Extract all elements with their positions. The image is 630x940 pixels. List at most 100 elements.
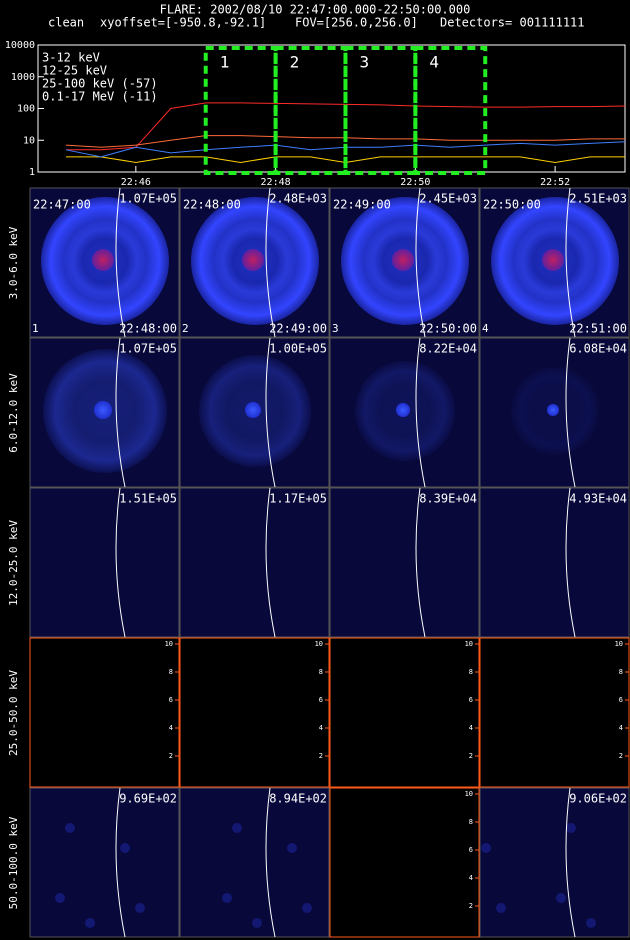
interval-start: 22:47:00 (33, 198, 91, 212)
axis-tick-label: 4 (319, 724, 323, 732)
solar-limb (415, 487, 426, 638)
peak-value: 2.45E+03 (419, 192, 477, 206)
time-box (203, 46, 278, 175)
image-panel: 8.94E+02 (179, 787, 330, 938)
noise-spot (120, 843, 130, 853)
peak-value: 8.94E+02 (269, 792, 327, 806)
solar-limb (265, 187, 276, 338)
solar-limb (565, 187, 576, 338)
solar-limb (265, 337, 276, 488)
time-box-label: 4 (429, 53, 439, 72)
solar-limb (115, 787, 126, 938)
image-panel: 1.17E+05 (179, 487, 330, 638)
peak-value: 1.51E+05 (119, 492, 177, 506)
axis-tick-label: 10 (315, 640, 323, 648)
image-panel: 6.08E+04 (479, 337, 630, 488)
image-panel: 1.07E+05 (29, 337, 180, 488)
blank-panel (479, 637, 630, 788)
y-tick-label: 1000 (11, 72, 35, 83)
band-label: 50.0-100.0 keV (7, 816, 20, 909)
time-box (413, 46, 488, 175)
interval-index: 2 (182, 322, 189, 335)
time-box (273, 46, 348, 175)
image-panel: 2 4 6 8 10 (329, 787, 480, 938)
peak-value: 8.22E+04 (419, 342, 477, 356)
axis-tick-label: 8 (169, 668, 173, 676)
source-core (94, 401, 112, 419)
blank-panel (29, 637, 180, 788)
axis-tick-label: 6 (319, 696, 323, 704)
noise-spot (496, 903, 506, 913)
noise-spot (85, 918, 95, 928)
image-panel: 2.51E+03 22:50:00 22:51:00 4 (479, 187, 630, 338)
blank-panel (179, 637, 330, 788)
band-label: 25.0-50.0 keV (7, 670, 20, 756)
x-tick-label: 22:48 (261, 177, 291, 188)
axis-tick-label: 2 (469, 902, 473, 910)
peak-value: 2.51E+03 (569, 192, 627, 206)
panel-bg (179, 787, 330, 938)
solar-limb (115, 187, 126, 338)
peak-value: 1.07E+05 (119, 342, 177, 356)
band-label: 12.0-25.0 keV (7, 520, 20, 606)
interval-end: 22:48:00 (119, 322, 177, 336)
xyoffset: xyoffset=[-950.8,-92.1] (100, 16, 266, 30)
noise-spot (222, 893, 232, 903)
peak-value: 1.17E+05 (269, 492, 327, 506)
noise-spot (556, 893, 566, 903)
image-panel: 2 4 6 8 10 (179, 637, 330, 788)
axis-tick-label: 2 (169, 752, 173, 760)
peak-value: 9.06E+02 (569, 792, 627, 806)
source-core (392, 249, 414, 271)
axis-tick-label: 2 (469, 752, 473, 760)
solar-limb (565, 787, 576, 938)
axis-tick-label: 8 (469, 818, 473, 826)
time-box-label: 3 (359, 53, 369, 72)
image-panel: 2.48E+03 22:48:00 22:49:00 2 (179, 187, 330, 338)
axis-tick-label: 4 (169, 724, 173, 732)
legend-entry: 25-100 keV (-57) (42, 77, 158, 91)
y-tick-label: 10000 (5, 40, 35, 51)
axis-tick-label: 4 (469, 724, 473, 732)
peak-value: 1.00E+05 (269, 342, 327, 356)
noise-spot (566, 823, 576, 833)
legend-entry: 0.1-17 MeV (-11) (42, 90, 158, 104)
noise-spot (135, 903, 145, 913)
noise-spot (586, 918, 596, 928)
noise-spot (232, 823, 242, 833)
image-panel: 2.45E+03 22:49:00 22:50:00 3 (329, 187, 480, 338)
interval-index: 3 (332, 322, 339, 335)
axis-tick-label: 8 (319, 668, 323, 676)
image-panel: 1.00E+05 (179, 337, 330, 488)
interval-end: 22:49:00 (269, 322, 327, 336)
axis-tick-label: 10 (465, 790, 473, 798)
solar-limb (265, 787, 276, 938)
peak-value: 6.08E+04 (569, 342, 627, 356)
image-panel: 8.22E+04 (329, 337, 480, 488)
noise-spot (287, 843, 297, 853)
peak-value: 8.39E+04 (419, 492, 477, 506)
noise-spot (302, 903, 312, 913)
peak-value: 1.07E+05 (119, 192, 177, 206)
plot-frame (37, 44, 626, 173)
interval-start: 22:49:00 (333, 198, 391, 212)
image-panel: 9.69E+02 (29, 787, 180, 938)
time-box-label: 2 (290, 53, 300, 72)
image-panel: 9.06E+02 (479, 787, 630, 938)
panel-bg (479, 787, 630, 938)
source-core (547, 404, 559, 416)
image-panel: 1.51E+05 (29, 487, 180, 638)
image-panel: 1.07E+05 22:47:00 22:48:00 1 (29, 187, 180, 338)
axis-tick-label: 6 (469, 846, 473, 854)
interval-start: 22:50:00 (483, 198, 541, 212)
axis-tick-label: 8 (619, 668, 623, 676)
axis-tick-label: 10 (465, 640, 473, 648)
peak-value: 4.93E+04 (569, 492, 627, 506)
y-tick-label: 100 (17, 104, 35, 115)
method: clean (48, 16, 84, 30)
image-panel: 2 4 6 8 10 (479, 637, 630, 788)
axis-tick-label: 6 (169, 696, 173, 704)
noise-spot (481, 843, 491, 853)
solar-limb (415, 337, 426, 488)
time-box (343, 46, 418, 175)
